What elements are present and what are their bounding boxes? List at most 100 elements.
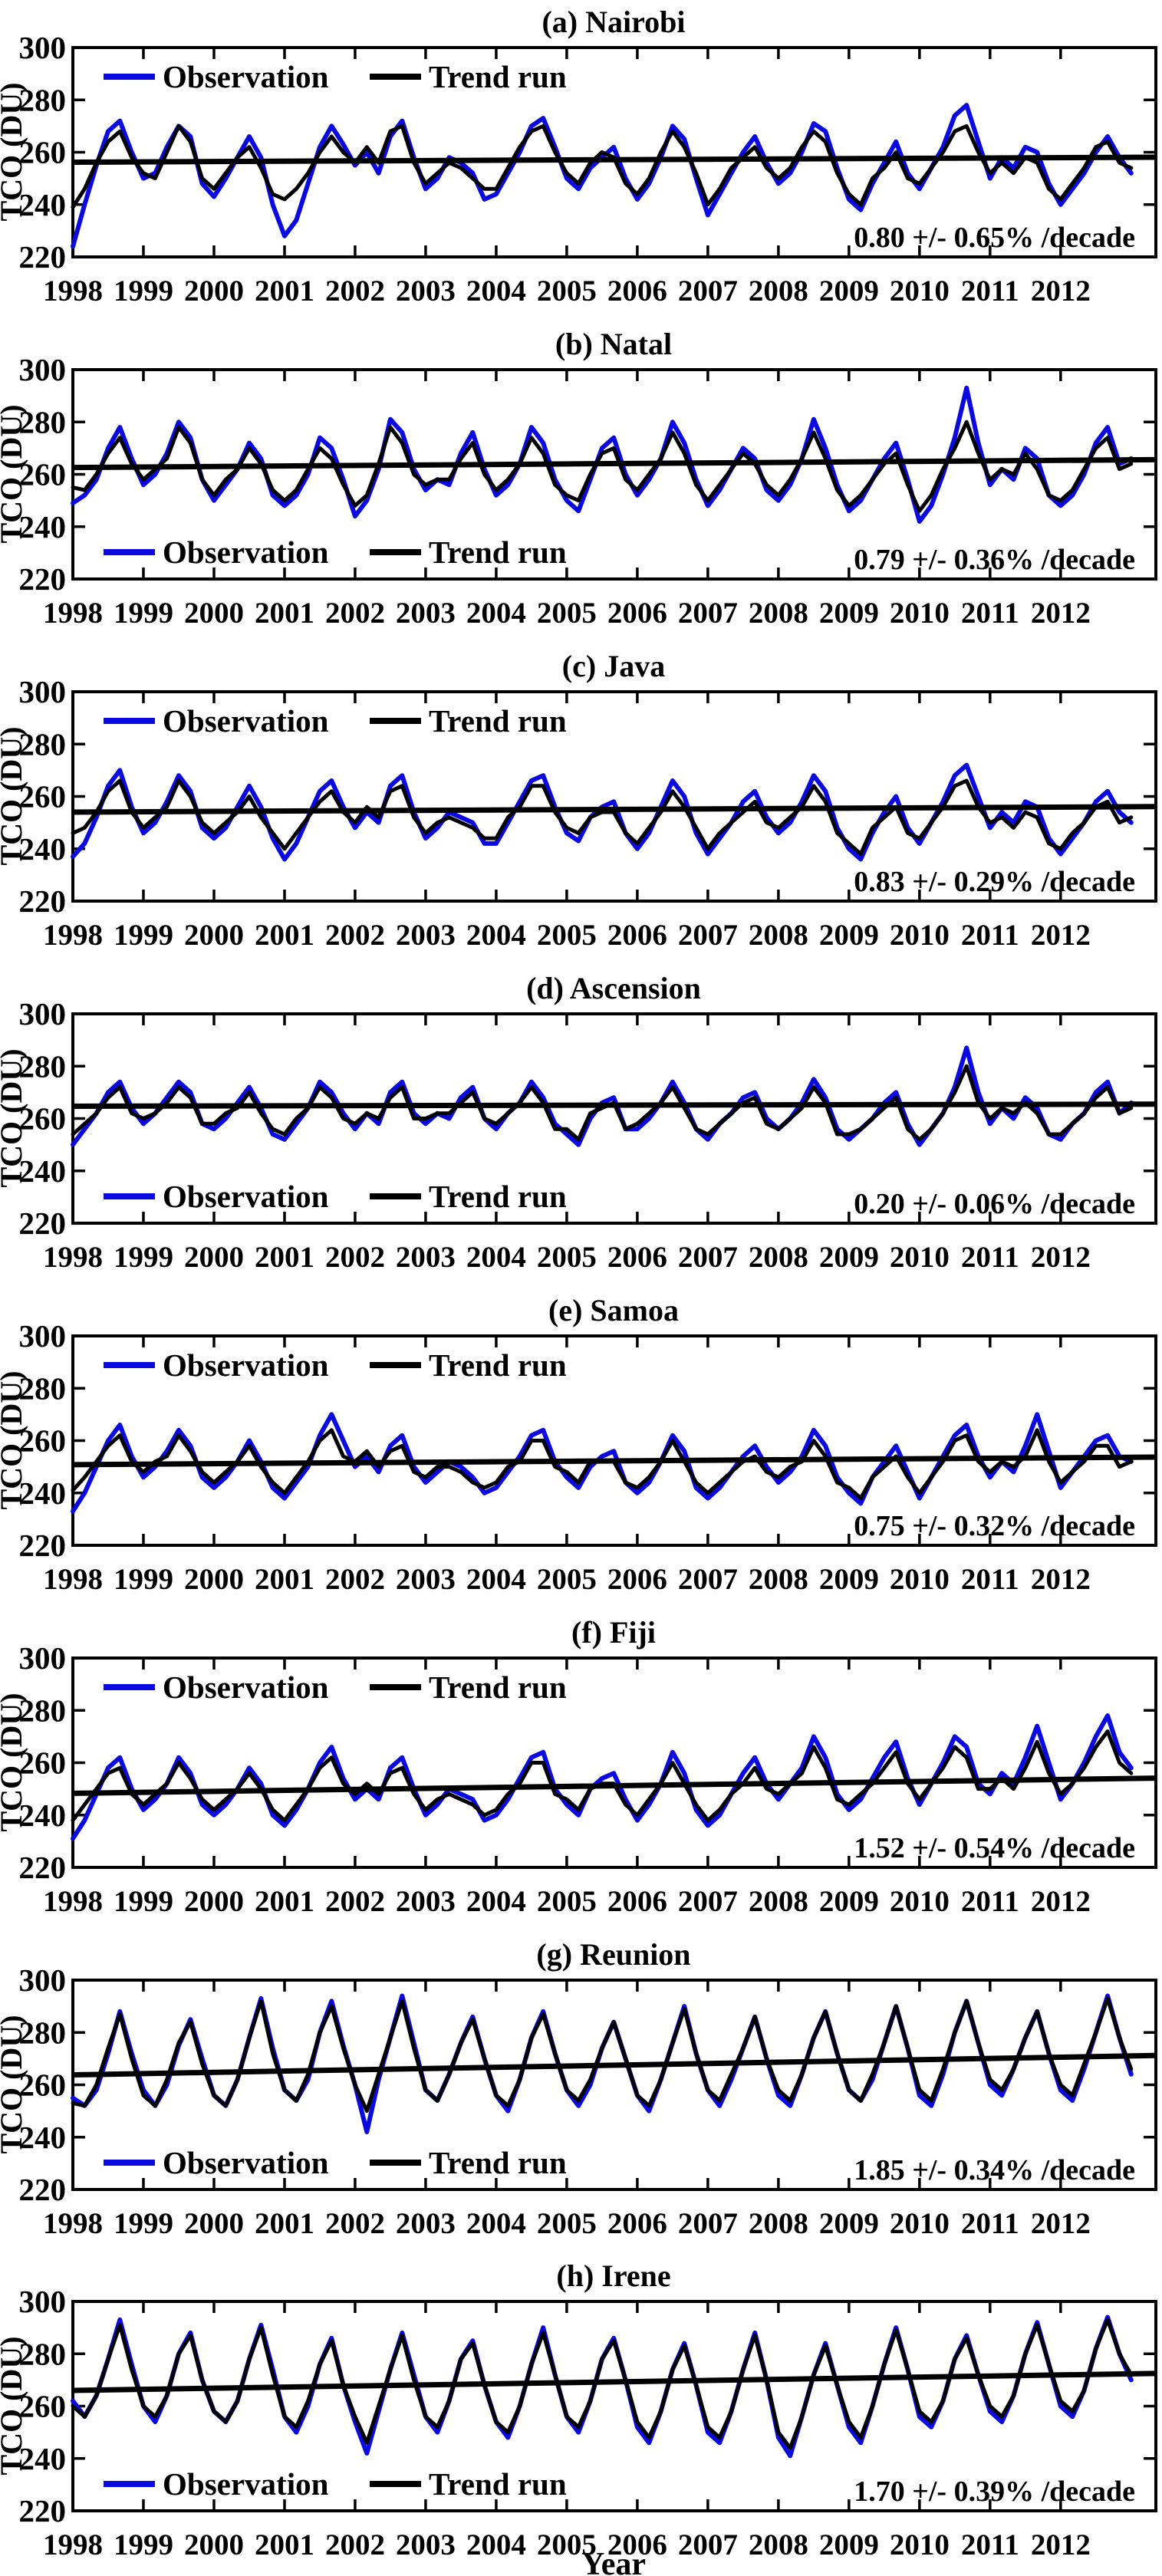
- x-tick-label: 2011: [961, 919, 1019, 952]
- trend-annotation: 0.80 +/- 0.65% /decade: [854, 222, 1135, 254]
- x-tick-label: 2001: [255, 919, 314, 952]
- trend-run-line: [71, 778, 1134, 857]
- x-tick-label: 2009: [819, 275, 879, 308]
- x-tick-label: 2010: [890, 597, 950, 630]
- legend-trend-run-label: Trend run: [429, 59, 567, 94]
- x-tick-label: 2005: [537, 1563, 597, 1596]
- panel-title: (a) Nairobi: [541, 5, 685, 39]
- trend-annotation: 1.70 +/- 0.39% /decade: [854, 2476, 1135, 2508]
- panel-title: (c) Java: [562, 649, 665, 683]
- x-tick-label: 2008: [749, 919, 808, 952]
- y-axis-label: TCO (DU): [0, 1370, 28, 1509]
- x-tick-label: 2011: [961, 1885, 1019, 1918]
- x-tick-label: 2006: [607, 2207, 667, 2240]
- x-tick-label: 2009: [819, 1241, 879, 1274]
- x-tick-label: 2004: [466, 2207, 526, 2240]
- panel-title: (f) Fiji: [571, 1615, 656, 1650]
- y-tick-label: 220: [19, 1206, 67, 1241]
- y-tick-label: 260: [19, 1745, 67, 1781]
- x-tick-label: 2005: [537, 919, 597, 952]
- panel-title: (h) Irene: [556, 2259, 670, 2293]
- x-tick-label: 2002: [325, 597, 385, 630]
- x-tick-label: 2011: [961, 1241, 1019, 1274]
- y-tick-label: 240: [19, 2441, 67, 2476]
- panel-title: (e) Samoa: [548, 1293, 679, 1327]
- trend-annotation: 1.85 +/- 0.34% /decade: [854, 2154, 1135, 2186]
- x-tick-label: 2009: [819, 919, 879, 952]
- y-tick-label: 300: [19, 352, 67, 387]
- x-tick-label: 1999: [114, 1885, 173, 1918]
- x-tick-label: 2003: [396, 1885, 456, 1918]
- x-tick-label: 2010: [890, 2207, 950, 2240]
- trend-run-line: [71, 123, 1134, 209]
- x-tick-label: 2012: [1031, 275, 1091, 308]
- observation-line: [71, 1412, 1134, 1514]
- x-tick-label: 2002: [325, 2528, 385, 2561]
- legend-trend-run-label: Trend run: [429, 1347, 567, 1383]
- y-tick-label: 240: [19, 1153, 67, 1189]
- x-tick-label: 1998: [43, 597, 103, 630]
- y-tick-label: 240: [19, 831, 67, 867]
- y-tick-label: 260: [19, 1101, 67, 1137]
- x-tick-label: 2006: [607, 1885, 667, 1918]
- panel-nairobi: (a) Nairobi TCO (DU) 220 240 260 280 300 1998 19…: [0, 5, 1157, 308]
- trend-annotation: 0.83 +/- 0.29% /decade: [854, 866, 1135, 898]
- y-tick-label: 300: [19, 2284, 67, 2319]
- x-tick-label: 2000: [184, 2528, 244, 2561]
- y-axis-label: TCO (DU): [0, 726, 28, 865]
- y-tick-label: 300: [19, 30, 67, 65]
- x-tick-label: 2007: [678, 2207, 738, 2240]
- x-tick-label: 2004: [466, 1885, 526, 1918]
- panel-fiji: (f) Fiji TCO (DU) 220 240 260 280 300 1998 1999 2…: [0, 1615, 1157, 1918]
- x-tick-label: 2012: [1031, 2528, 1091, 2561]
- x-tick-label: 1998: [43, 275, 103, 308]
- legend-trend-run-label: Trend run: [429, 2466, 567, 2502]
- y-tick-label: 260: [19, 457, 67, 492]
- fitted-trend-line: [72, 1775, 1157, 1796]
- y-tick-label: 300: [19, 1962, 67, 1998]
- y-tick-label: 220: [19, 883, 67, 919]
- trend-annotation: 1.52 +/- 0.54% /decade: [854, 1832, 1135, 1864]
- x-tick-label: 2012: [1031, 919, 1091, 952]
- x-tick-label: 2011: [961, 2207, 1019, 2240]
- y-axis-label: TCO (DU): [0, 82, 28, 221]
- trend-run-line: [71, 1996, 1134, 2114]
- x-tick-label: 1999: [114, 919, 173, 952]
- x-tick-label: 2010: [890, 275, 950, 308]
- y-tick-label: 220: [19, 1528, 67, 1563]
- legend-observation-label: Observation: [163, 1670, 329, 1705]
- x-tick-label: 2012: [1031, 1563, 1091, 1596]
- observation-line: [71, 1045, 1134, 1147]
- y-tick-label: 280: [19, 1693, 67, 1728]
- x-tick-label: 2000: [184, 1885, 244, 1918]
- x-tick-label: 2002: [325, 1885, 385, 1918]
- x-tick-label: 2006: [607, 275, 667, 308]
- observation-line: [71, 385, 1134, 524]
- y-tick-label: 300: [19, 1318, 67, 1354]
- x-tick-label: 2007: [678, 1563, 738, 1596]
- x-tick-label: 2007: [678, 597, 738, 630]
- y-axis-label: TCO (DU): [0, 1693, 28, 1831]
- x-tick-label: 2008: [749, 2207, 808, 2240]
- x-tick-label: 2006: [607, 1563, 667, 1596]
- x-tick-label: 2002: [325, 275, 385, 308]
- fitted-trend-line: [72, 1454, 1157, 1468]
- x-tick-label: 2011: [961, 1563, 1019, 1596]
- y-axis-label: TCO (DU): [0, 2015, 28, 2153]
- x-tick-label: 1998: [43, 1563, 103, 1596]
- x-tick-label: 2005: [537, 275, 597, 308]
- x-tick-label: 2010: [890, 1241, 950, 1274]
- x-tick-label: 2001: [255, 1563, 314, 1596]
- x-tick-label: 1999: [114, 1241, 173, 1274]
- fitted-trend-line: [72, 1101, 1157, 1109]
- x-tick-label: 2003: [396, 1241, 456, 1274]
- y-tick-label: 220: [19, 1850, 67, 1885]
- x-tick-label: 2001: [255, 2528, 314, 2561]
- x-tick-label: 2004: [466, 2528, 526, 2561]
- y-tick-label: 220: [19, 561, 67, 597]
- y-tick-label: 280: [19, 726, 67, 762]
- x-tick-label: 2003: [396, 2528, 456, 2561]
- x-tick-label: 2004: [466, 1563, 526, 1596]
- x-tick-label: 2011: [961, 275, 1019, 308]
- x-tick-label: 2009: [819, 1563, 879, 1596]
